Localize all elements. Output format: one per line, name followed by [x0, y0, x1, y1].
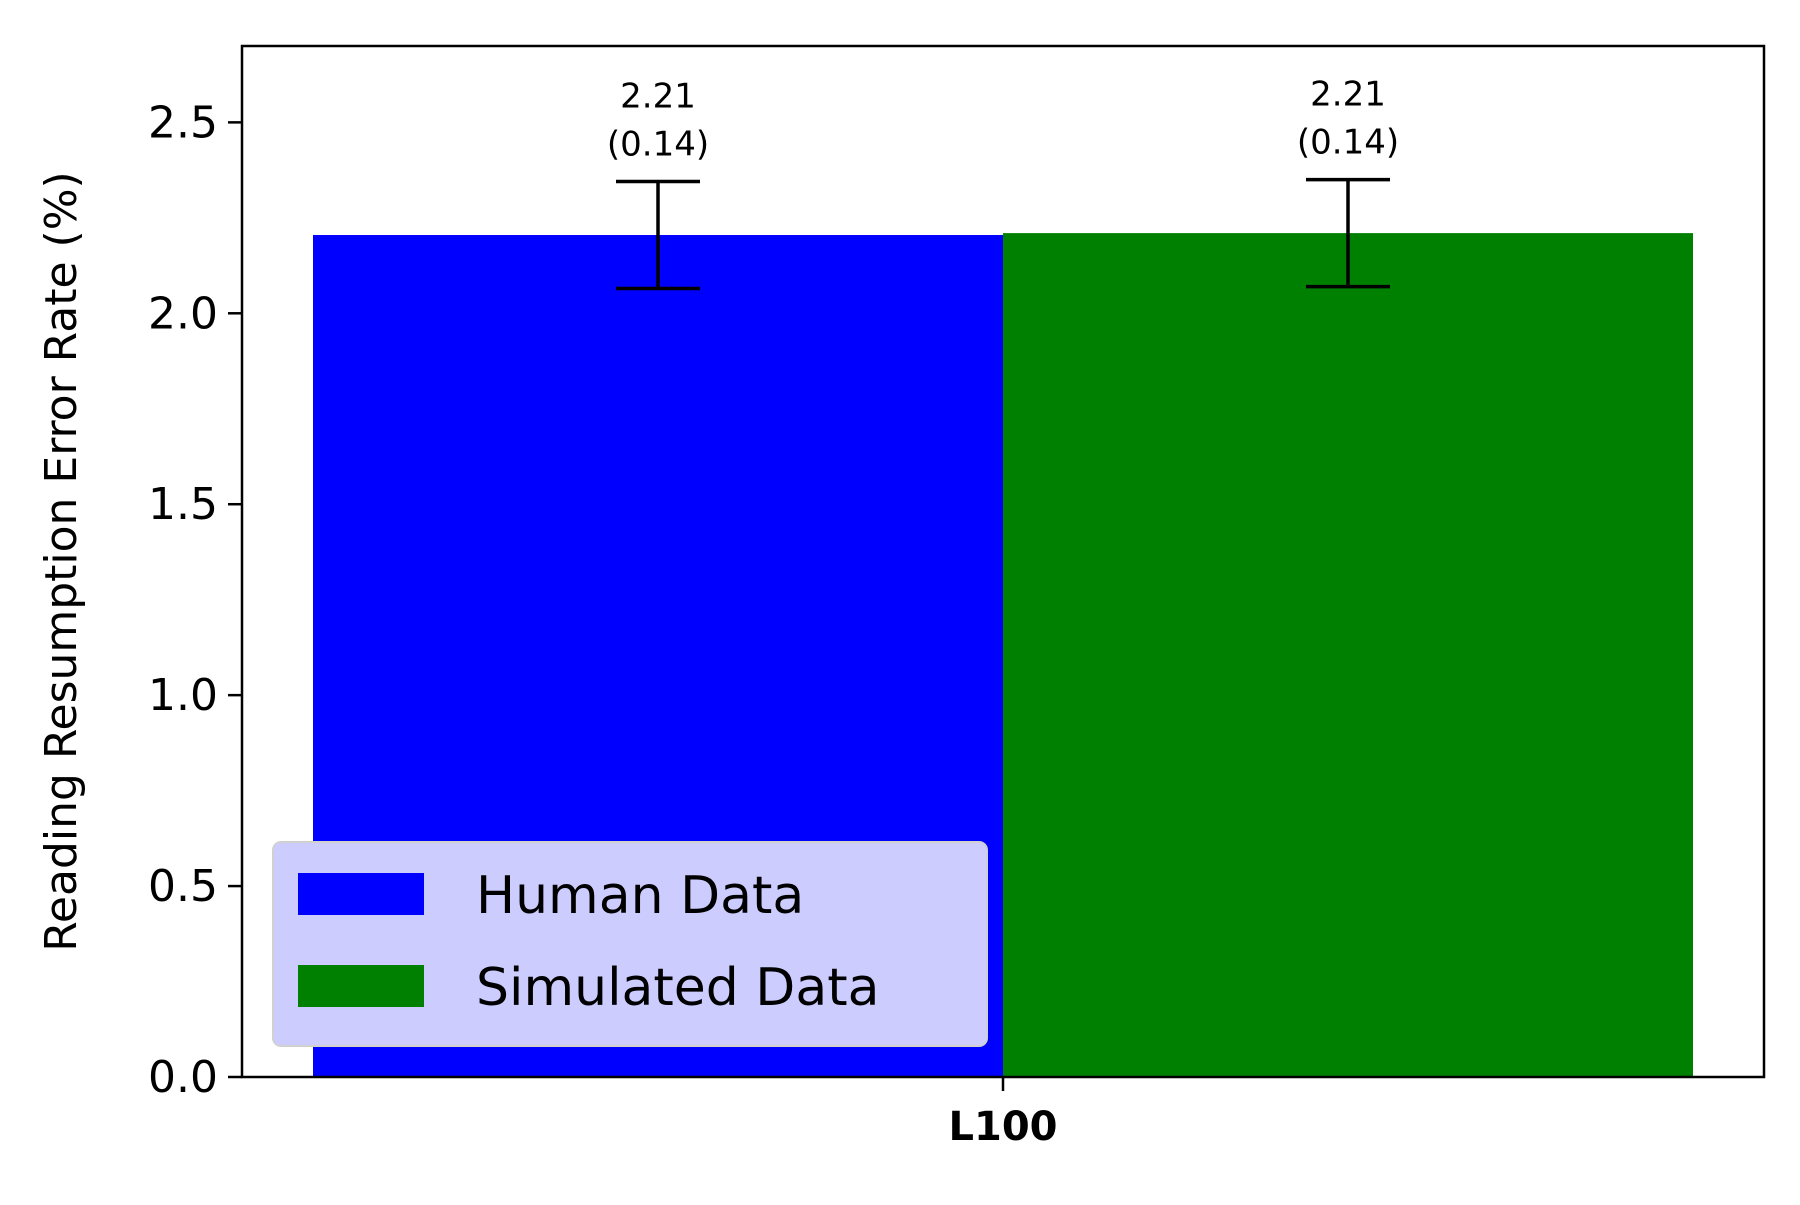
- x-tick-label: L100: [949, 1104, 1058, 1150]
- legend-label: Human Data: [476, 866, 804, 926]
- y-tick-label: 2.0: [148, 288, 218, 339]
- y-tick-label: 0.0: [148, 1052, 218, 1103]
- y-tick-label: 0.5: [148, 861, 218, 912]
- error-bar-human-data: [616, 179, 700, 291]
- y-axis-label: Reading Resumption Error Rate (%): [36, 171, 87, 951]
- data-label-error: (0.14): [607, 125, 709, 165]
- legend-label: Simulated Data: [476, 958, 879, 1018]
- x-axis: L100: [949, 1077, 1058, 1150]
- y-axis: 0.0 0.5 1.0 1.5 2.0 2.5: [148, 97, 242, 1103]
- errorbars-layer: [616, 177, 1390, 291]
- legend-swatch: [298, 965, 424, 1007]
- y-tick-label: 1.0: [148, 670, 218, 721]
- y-tick-label: 2.5: [148, 97, 218, 148]
- data-label-value: 2.21: [1310, 75, 1386, 115]
- error-bar-simulated-data: [1306, 177, 1390, 289]
- legend-swatch: [298, 873, 424, 915]
- data-labels-layer: 2.21 (0.14) 2.21 (0.14): [607, 75, 1399, 165]
- data-label-value: 2.21: [620, 77, 696, 117]
- legend: Human Data Simulated Data: [272, 841, 988, 1047]
- y-tick-label: 1.5: [148, 479, 218, 530]
- legend-box: [272, 841, 988, 1047]
- bar-simulated-data-l100: [1003, 233, 1693, 1077]
- data-label-error: (0.14): [1297, 123, 1399, 163]
